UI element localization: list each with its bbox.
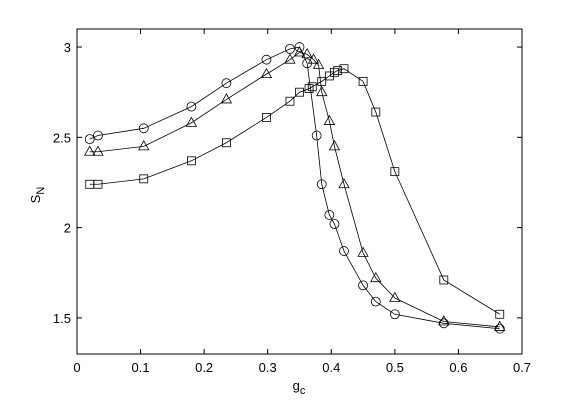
marker-triangle bbox=[338, 177, 350, 189]
marker-square bbox=[439, 275, 449, 285]
marker-square bbox=[317, 76, 327, 86]
marker-circle bbox=[339, 246, 349, 256]
marker-triangle bbox=[284, 53, 296, 64]
marker-triangle bbox=[92, 145, 104, 156]
marker-circle bbox=[389, 309, 400, 320]
marker-square bbox=[358, 76, 368, 86]
marker-circle bbox=[316, 179, 327, 190]
marker-triangle bbox=[84, 145, 96, 156]
x-label-sub: c bbox=[300, 385, 306, 397]
marker-triangle bbox=[357, 246, 369, 257]
x-tick-label: 0.1 bbox=[132, 360, 150, 375]
marker-triangle bbox=[494, 320, 506, 331]
marker-circle bbox=[285, 43, 295, 54]
marker-circle bbox=[261, 54, 272, 65]
marker-circle bbox=[221, 78, 232, 89]
marker-triangle bbox=[316, 85, 328, 97]
series-line bbox=[89, 68, 500, 315]
x-axis-label: gc bbox=[293, 378, 306, 397]
marker-circle bbox=[324, 210, 335, 220]
series-line bbox=[89, 46, 500, 330]
marker-square bbox=[304, 84, 314, 93]
marker-triangle bbox=[438, 315, 450, 326]
x-tick-label: 0.2 bbox=[195, 360, 213, 375]
x-tick-label: 0.7 bbox=[513, 360, 531, 375]
marker-square bbox=[93, 179, 103, 189]
axes-box bbox=[76, 28, 523, 355]
marker-triangle bbox=[328, 140, 341, 151]
y-axis-label: SN bbox=[28, 187, 47, 204]
marker-triangle bbox=[260, 67, 273, 79]
marker-circle bbox=[93, 130, 103, 141]
marker-circle bbox=[329, 219, 340, 229]
x-tick-label: 0.5 bbox=[386, 360, 404, 375]
marker-triangle bbox=[138, 140, 150, 151]
marker-triangle bbox=[185, 116, 198, 127]
x-tick-label: 0.3 bbox=[259, 360, 277, 375]
marker-circle bbox=[84, 134, 95, 145]
marker-triangle bbox=[370, 271, 382, 283]
y-label-text: S bbox=[28, 194, 43, 203]
marker-square bbox=[390, 167, 400, 177]
y-tick-label: 3 bbox=[64, 40, 71, 55]
y-tick-label: 1.5 bbox=[53, 311, 71, 326]
marker-square bbox=[339, 64, 349, 74]
marker-triangle bbox=[293, 46, 306, 57]
marker-triangle bbox=[312, 58, 325, 70]
marker-square bbox=[495, 309, 505, 319]
marker-circle bbox=[370, 296, 381, 307]
marker-square bbox=[371, 107, 381, 117]
marker-circle bbox=[138, 123, 149, 134]
marker-square bbox=[187, 156, 196, 166]
marker-circle bbox=[294, 42, 305, 52]
x-label-text: g bbox=[293, 378, 300, 393]
marker-square bbox=[285, 96, 295, 106]
marker-square bbox=[333, 66, 343, 75]
marker-square bbox=[139, 174, 149, 184]
marker-square bbox=[221, 138, 231, 148]
marker-square bbox=[262, 113, 271, 122]
marker-square bbox=[330, 67, 339, 77]
marker-triangle bbox=[307, 53, 320, 64]
x-tick-label: 0 bbox=[73, 360, 80, 375]
x-tick-label: 0.6 bbox=[449, 360, 467, 375]
marker-circle bbox=[358, 280, 368, 291]
series-line bbox=[89, 52, 500, 328]
y-tick-label: 2.5 bbox=[53, 130, 71, 145]
marker-triangle bbox=[220, 93, 233, 104]
marker-circle bbox=[311, 130, 322, 141]
y-tick-label: 2 bbox=[64, 221, 71, 236]
y-label-sub: N bbox=[35, 187, 47, 195]
marker-triangle bbox=[323, 114, 336, 125]
x-tick-label: 0.4 bbox=[322, 360, 340, 375]
marker-triangle bbox=[301, 47, 313, 59]
marker-square bbox=[307, 82, 317, 92]
marker-circle bbox=[186, 101, 197, 112]
marker-square bbox=[295, 87, 304, 97]
marker-triangle bbox=[389, 291, 401, 302]
